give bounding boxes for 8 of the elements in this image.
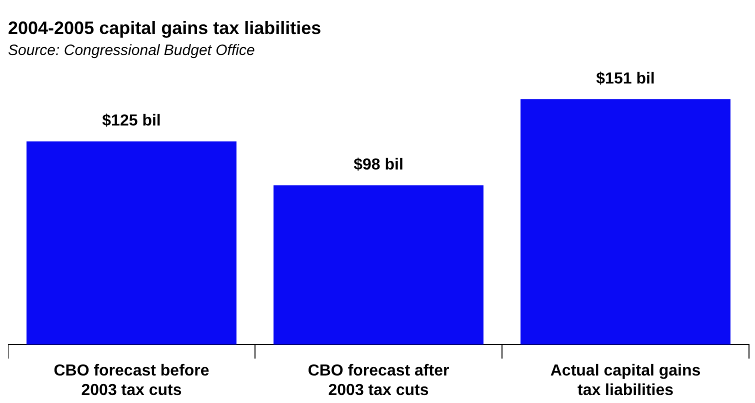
data-label: $98 bil <box>354 156 404 174</box>
x-tick-label: Actual capital gains tax liabilities <box>550 362 701 399</box>
chart-title: 2004-2005 capital gains tax liabilities <box>8 18 322 38</box>
chart-subtitle: Source: Congressional Budget Office <box>8 42 255 59</box>
x-tick-label: CBO forecast before 2003 tax cuts <box>54 362 210 399</box>
data-label: $151 bil <box>596 70 655 88</box>
x-tick-label: CBO forecast after 2003 tax cuts <box>308 362 450 399</box>
data-label: $125 bil <box>102 112 161 130</box>
